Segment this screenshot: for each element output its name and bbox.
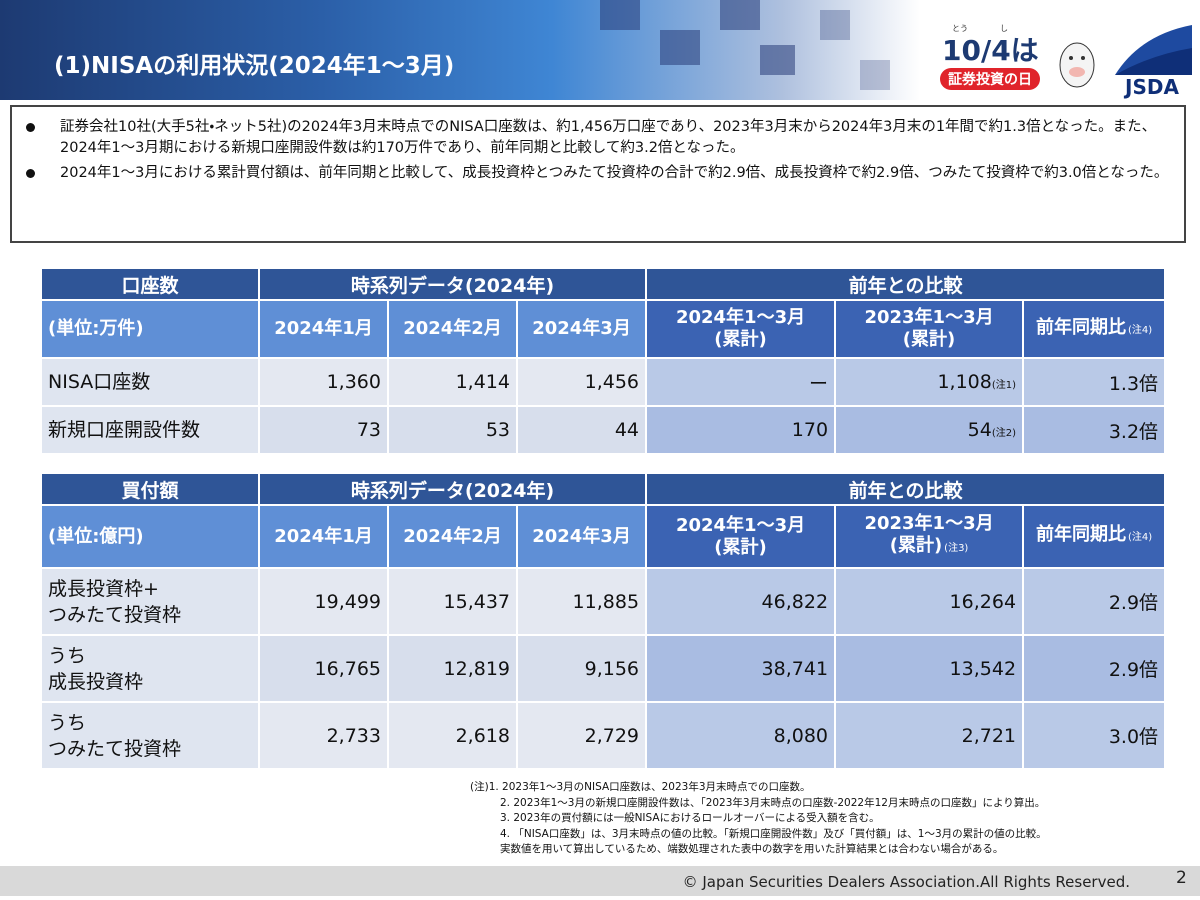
data-row: 新規口座開設件数 73 53 44 170 54(注2) 3.2倍 <box>40 405 1167 455</box>
cell: 2,733 <box>258 701 389 770</box>
sub-header: 2024年2月 <box>387 299 518 359</box>
notes: (注)1. 2023年1～3月のNISA口座数は、2023年3月末時点での口座数… <box>470 780 1047 858</box>
group-header: 前年との比較 <box>645 267 1167 301</box>
sub-header: 2024年3月 <box>515 504 648 569</box>
sub-header: 前年同期比 (注4) <box>1022 299 1167 359</box>
cell-text: 1,108 <box>937 371 992 393</box>
data-row: NISA口座数 1,360 1,414 1,456 ー 1,108(注1) 1.3倍 <box>40 357 1167 407</box>
note: (注)1. 2023年1～3月のNISA口座数は、2023年3月末時点での口座数… <box>470 781 811 793</box>
summary-item: 証券会社10社(大手5社・ネット5社)の2024年3月末時点でのNISA口座数は… <box>26 117 1170 159</box>
cell: 2.9倍 <box>1022 634 1167 703</box>
sub-header: 2024年1～3月 (累計) <box>645 504 837 569</box>
cell: 170 <box>645 405 837 455</box>
summary-box: 証券会社10社(大手5社・ネット5社)の2024年3月末時点でのNISA口座数は… <box>10 105 1186 243</box>
cell: 54(注2) <box>834 405 1025 455</box>
row-label: うち つみたて投資枠 <box>40 701 260 770</box>
cell: 1,414 <box>387 357 518 407</box>
cell: 16,264 <box>834 567 1025 636</box>
note: 3. 2023年の買付額には一般NISAにおけるロールオーバーによる受入額を含む… <box>500 812 880 824</box>
cell-text: 54 <box>967 419 992 441</box>
cell: 11,885 <box>515 567 648 636</box>
cell: 2,618 <box>387 701 518 770</box>
summary-item: 2024年1～3月における累計買付額は、前年同期と比較して、成長投資枠とつみたて… <box>26 163 1170 184</box>
group-header: 買付額 <box>40 472 260 506</box>
row-label: NISA口座数 <box>40 357 260 407</box>
footer-bar <box>0 866 1200 896</box>
data-row: うち 成長投資枠 16,765 12,819 9,156 38,741 13,542 2.9… <box>40 634 1167 703</box>
sub-header: 2023年1～3月 (累計) <box>834 299 1025 359</box>
sub-header: 前年同期比 (注4) <box>1022 504 1167 569</box>
cell: 13,542 <box>834 634 1025 703</box>
header-band <box>0 0 920 100</box>
logos: とう し 10/4は 証券投資の日 JSDA <box>940 24 1195 99</box>
cell: 1.3倍 <box>1022 357 1167 407</box>
cell-note: (注2) <box>991 428 1017 439</box>
cell: 44 <box>515 405 648 455</box>
ruby: し <box>1000 24 1008 33</box>
row-label: 成長投資枠+ つみたて投資枠 <box>40 567 260 636</box>
cell: 73 <box>258 405 389 455</box>
sub-header: (単位:万件) <box>40 299 260 359</box>
sub-header: 2024年1～3月 (累計) <box>645 299 837 359</box>
cell: 46,822 <box>645 567 837 636</box>
cell: 3.2倍 <box>1022 405 1167 455</box>
cell: 15,437 <box>387 567 518 636</box>
note: 4. 「NISA口座数」は、3月末時点の値の比較。「新規口座開設件数」及び「買付… <box>500 827 1047 856</box>
accounts-table: 口座数 時系列データ(2024年) 前年との比較 (単位:万件) 2024年1月 2024… <box>40 267 1167 455</box>
group-header: 時系列データ(2024年) <box>257 472 648 506</box>
data-row: うち つみたて投資枠 2,733 2,618 2,729 8,080 2,721 3.0倍 <box>40 701 1167 770</box>
cell-text: 前年同期比 <box>1035 524 1126 545</box>
ruby: とう <box>952 24 968 33</box>
cell: 1,360 <box>258 357 389 407</box>
cell-note: (注4) <box>1127 532 1153 543</box>
cell: 1,456 <box>515 357 648 407</box>
copyright: © Japan Securities Dealers Association.A… <box>682 873 1130 891</box>
purchase-table: 買付額 時系列データ(2024年) 前年との比較 (単位:億円) 2024年1月 2024… <box>40 472 1167 770</box>
cell-text: 前年同期比 <box>1035 316 1126 338</box>
cell: 53 <box>387 405 518 455</box>
cell: 3.0倍 <box>1022 701 1167 770</box>
sub-header: (単位:億円) <box>40 504 260 569</box>
row-label: うち 成長投資枠 <box>40 634 260 703</box>
cell: 16,765 <box>258 634 389 703</box>
group-header: 前年との比較 <box>645 472 1167 506</box>
cell: 19,499 <box>258 567 389 636</box>
cell: 12,819 <box>387 634 518 703</box>
row-label: 新規口座開設件数 <box>40 405 260 455</box>
cell: 2.9倍 <box>1022 567 1167 636</box>
cell-note: (注3) <box>944 543 969 554</box>
sub-header: 2024年3月 <box>515 299 648 359</box>
badge-date: 10/4は <box>942 34 1039 67</box>
sub-header: 2023年1～3月 (累計) (注3) <box>834 504 1025 569</box>
cell: ー <box>645 357 837 407</box>
cell: 1,108(注1) <box>834 357 1025 407</box>
group-header: 時系列データ(2024年) <box>257 267 648 301</box>
page-number: 2 <box>1176 868 1187 888</box>
group-header: 口座数 <box>40 267 260 301</box>
cell: 2,721 <box>834 701 1025 770</box>
badge-day: 証券投資の日 <box>948 71 1032 88</box>
cell: 9,156 <box>515 634 648 703</box>
group-header-row: 口座数 時系列データ(2024年) 前年との比較 <box>40 267 1167 301</box>
cell: 8,080 <box>645 701 837 770</box>
group-header-row: 買付額 時系列データ(2024年) 前年との比較 <box>40 472 1167 506</box>
cell-note: (注4) <box>1127 324 1153 336</box>
logo-text: JSDA <box>1123 75 1179 99</box>
cell-text: 2023年1～3月 (累計) <box>864 513 994 556</box>
cell: 38,741 <box>645 634 837 703</box>
note: 2. 2023年1～3月の新規口座開設件数は、「2023年3月末時点の口座数-2… <box>500 796 1046 809</box>
body: 口座数 時系列データ(2024年) 前年との比較 (単位:万件) 2024年1月 2024… <box>40 267 1167 455</box>
sub-header: 2024年1月 <box>258 299 389 359</box>
sub-header: 2024年2月 <box>387 504 518 569</box>
cell-note: (注1) <box>991 380 1017 391</box>
sub-header: 2024年1月 <box>258 504 389 569</box>
body: 買付額 時系列データ(2024年) 前年との比較 (単位:億円) 2024年1月 2024… <box>40 472 1167 770</box>
cell: 2,729 <box>515 701 648 770</box>
data-row: 成長投資枠+ つみたて投資枠 19,499 15,437 11,885 46,822 16… <box>40 567 1167 636</box>
sub-header-row: (単位:万件) 2024年1月 2024年2月 2024年3月 2024年1～3月 (累… <box>40 299 1167 359</box>
sub-header-row: (単位:億円) 2024年1月 2024年2月 2024年3月 2024年1～3月 (累… <box>40 504 1167 569</box>
title: (1)NISAの利用状況(2024年1～3月) <box>54 53 455 79</box>
